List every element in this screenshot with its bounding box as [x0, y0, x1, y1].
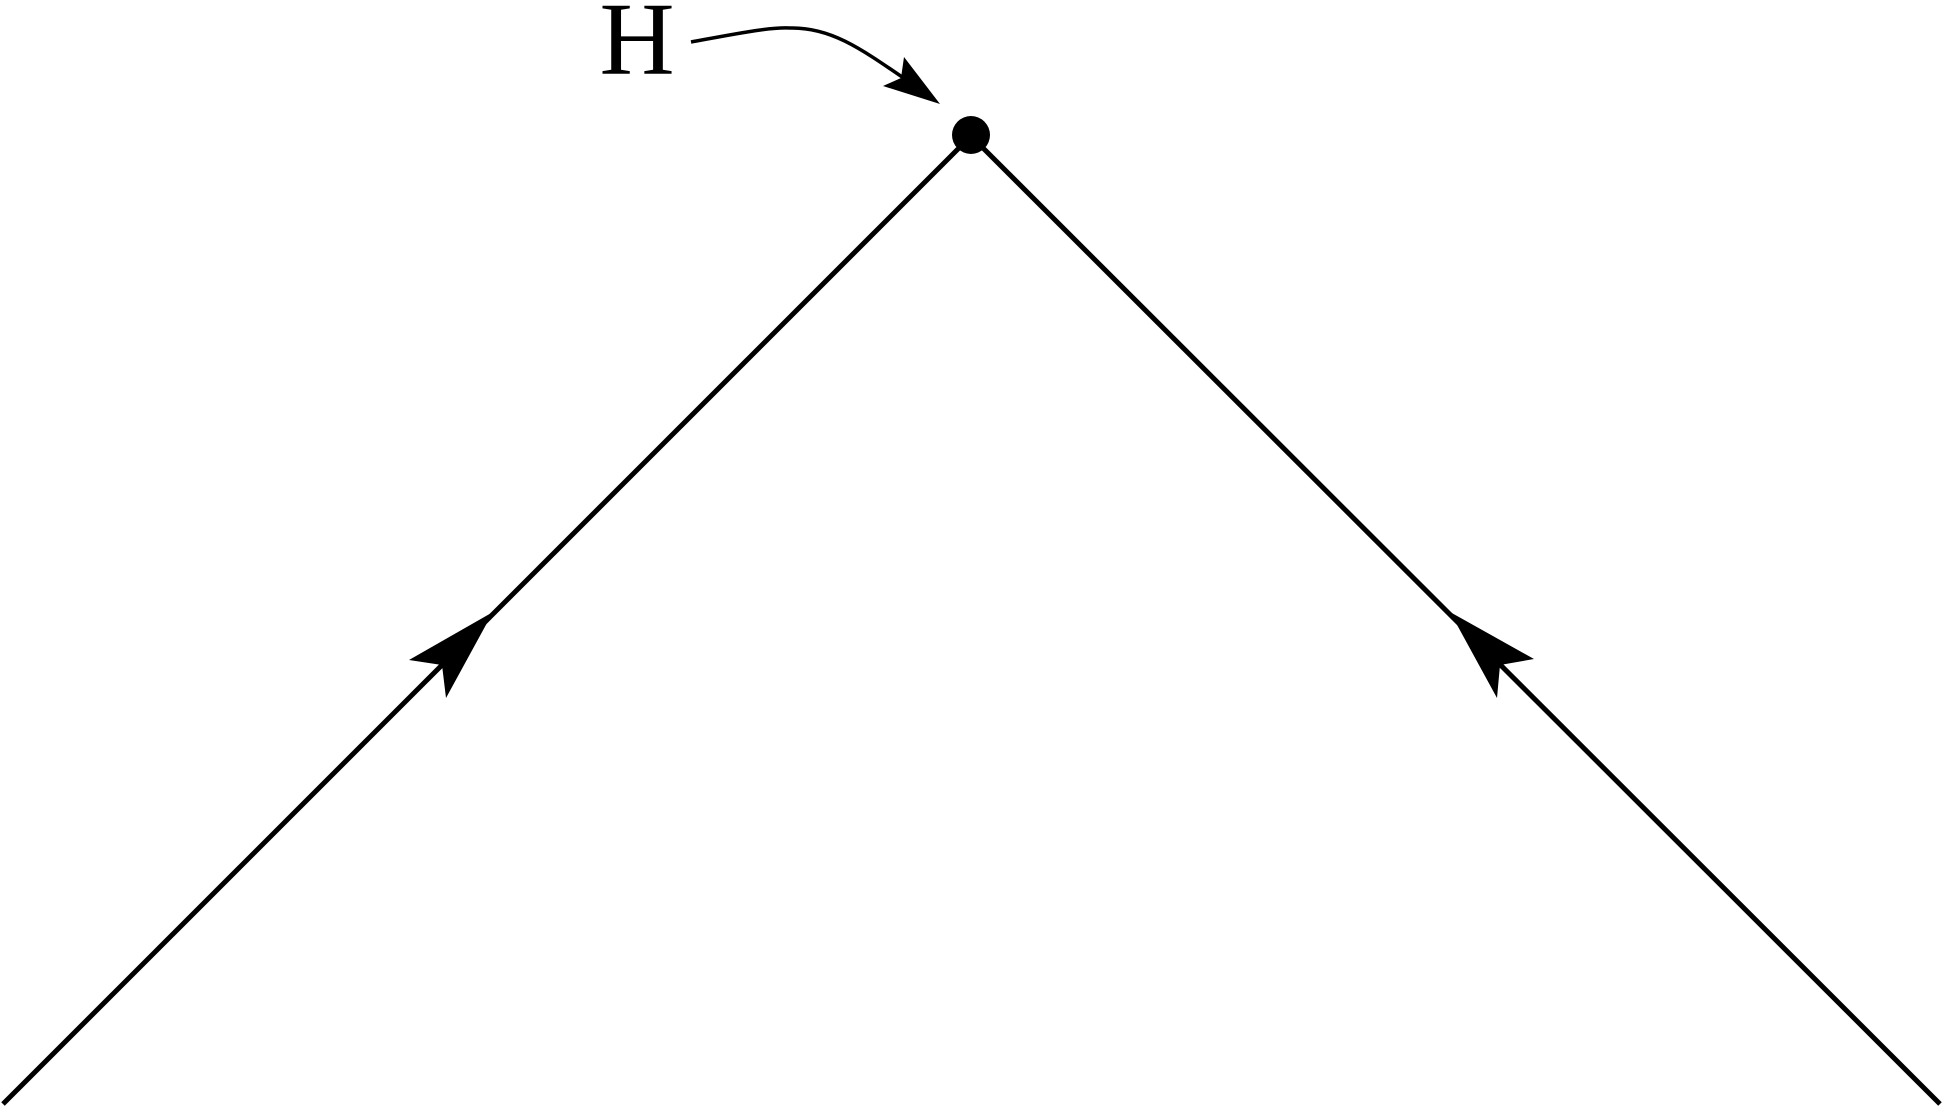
label-pointer: [690, 26, 906, 81]
left-arrowhead: [409, 612, 493, 698]
label-arrowhead: [883, 57, 940, 104]
vertex-label: H: [599, 0, 674, 97]
vertex-dot: [952, 116, 990, 154]
right-arrowhead: [1450, 612, 1534, 698]
